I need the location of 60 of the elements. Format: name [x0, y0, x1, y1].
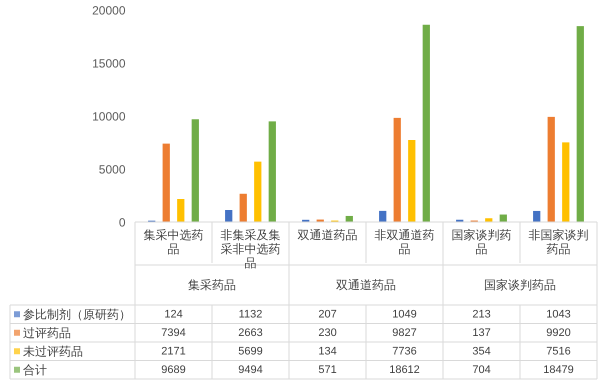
x-tick-label: 双通道药品: [298, 228, 358, 242]
data-label: 18479: [543, 364, 574, 376]
x-tick-label: 非国家谈判药品: [528, 228, 588, 256]
data-label: 18612: [389, 364, 420, 376]
x-tick-label: 非集采及集采非中选药品: [220, 228, 280, 270]
bar: [254, 162, 262, 222]
x-tick-label: 国家谈判药品: [452, 228, 512, 256]
bar: [268, 121, 276, 222]
data-label: 230: [318, 326, 337, 339]
bar: [576, 26, 584, 222]
y-tick-label: 20000: [92, 4, 126, 18]
bar: [379, 210, 386, 222]
data-label: 571: [318, 364, 337, 376]
text: 国家谈判药品: [484, 278, 556, 292]
data-label: 213: [472, 308, 491, 320]
data-label: 1132: [238, 308, 262, 320]
data-label: 704: [472, 364, 491, 376]
data-label: 354: [472, 345, 491, 358]
bar: [346, 216, 353, 222]
x-tick-label: 非双通道药品: [374, 228, 434, 256]
bar: [548, 116, 555, 222]
bar: [485, 218, 492, 222]
data-label: 1049: [392, 308, 417, 320]
data-label: 9920: [546, 326, 571, 339]
text: 双通道药品: [336, 278, 396, 292]
data-label: 9827: [392, 326, 417, 339]
data-label: 1043: [546, 308, 571, 320]
bar: [177, 198, 184, 222]
data-label: 7516: [546, 345, 571, 358]
bar: [192, 119, 199, 222]
bar: [162, 144, 170, 222]
bar: [408, 140, 416, 222]
data-label: 2663: [238, 326, 263, 339]
data-label: 7736: [392, 345, 417, 358]
data-label: 9689: [161, 364, 186, 376]
bar: [394, 118, 401, 222]
data-label: 9494: [238, 364, 263, 376]
y-tick-label: 15000: [92, 56, 126, 70]
y-tick-label: 0: [118, 216, 126, 230]
legend-label: 过评药品: [23, 326, 71, 340]
legend-label: 未过评药品: [23, 344, 83, 358]
legend-label: 合计: [23, 362, 47, 377]
text: 集采药品: [188, 278, 236, 292]
data-label: 134: [318, 345, 337, 358]
y-tick-label: 5000: [98, 162, 126, 176]
legend-label: 参比制剂（原研药）: [23, 307, 131, 322]
y-tick-label: 10000: [92, 110, 126, 124]
bar: [500, 214, 507, 222]
data-label: 207: [318, 308, 337, 320]
bar: [422, 24, 430, 222]
data-label: 5699: [238, 345, 263, 358]
bar: [240, 194, 247, 222]
x-tick-label: 集采中选药品: [144, 228, 204, 256]
data-label: 124: [164, 308, 183, 320]
data-label: 7394: [161, 326, 186, 339]
bar: [225, 210, 232, 222]
bar: [533, 210, 540, 222]
data-label: 2171: [161, 345, 186, 358]
data-label: 137: [472, 326, 491, 339]
bar: [562, 142, 570, 222]
